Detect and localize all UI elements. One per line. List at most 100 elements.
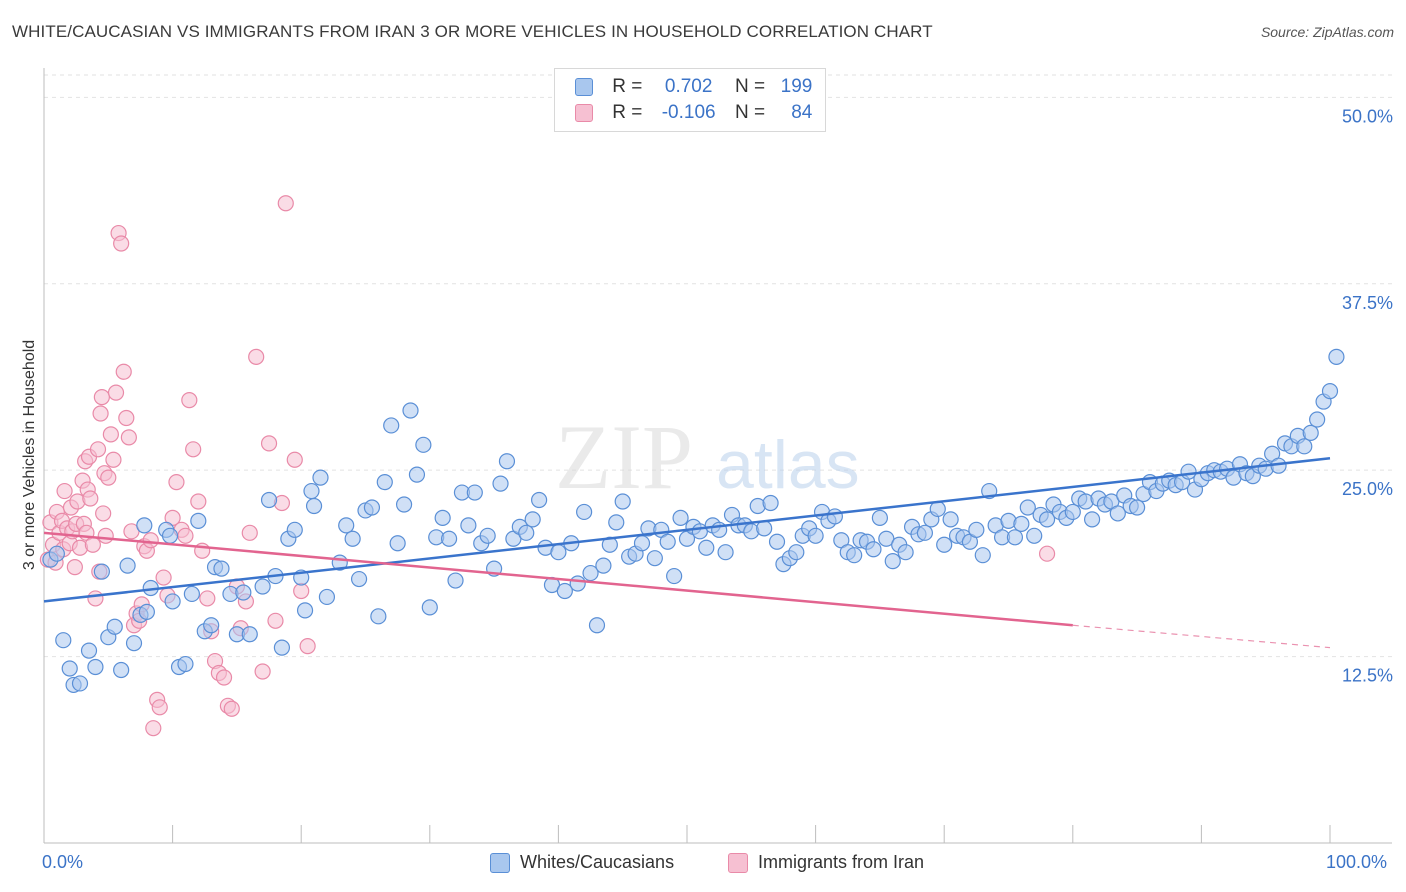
point-whites-caucasians (286, 521, 303, 538)
point-immigrants-from-iran (1038, 545, 1056, 562)
point-whites-caucasians (524, 511, 541, 528)
point-whites-caucasians (498, 453, 516, 470)
point-whites-caucasians (338, 517, 355, 534)
point-whites-caucasians (87, 658, 104, 676)
y-tick-label: 37.5% (1342, 293, 1393, 313)
axes (43, 68, 1392, 844)
point-immigrants-from-iran (190, 493, 207, 510)
point-whites-caucasians (376, 474, 393, 491)
point-whites-caucasians (1026, 527, 1043, 544)
point-immigrants-from-iran (66, 559, 83, 576)
point-whites-caucasians (756, 520, 773, 537)
point-immigrants-from-iran (102, 426, 119, 443)
point-whites-caucasians (1013, 515, 1030, 532)
point-whites-caucasians (897, 544, 914, 561)
point-whites-caucasians (569, 575, 586, 592)
point-immigrants-from-iran (168, 474, 185, 491)
point-whites-caucasians (119, 557, 136, 574)
point-whites-caucasians (576, 503, 593, 521)
point-whites-caucasians (556, 582, 573, 600)
point-whites-caucasians (318, 588, 336, 606)
point-whites-caucasians (1038, 511, 1056, 528)
point-whites-caucasians (588, 617, 606, 634)
point-whites-caucasians (370, 608, 387, 625)
series-immigrants-from-iran-points (39, 195, 1056, 737)
source-label: Source: ZipAtlas.com (1260, 24, 1394, 40)
x-tick-label-left: 0.0% (42, 852, 84, 872)
point-whites-caucasians (1328, 348, 1345, 365)
legend-r-label: R = (612, 102, 643, 123)
point-whites-caucasians (1321, 383, 1339, 400)
point-whites-caucasians (1309, 411, 1326, 428)
point-immigrants-from-iran (84, 536, 101, 553)
bottom-legend-whites: Whites/Caucasians (490, 852, 674, 874)
point-immigrants-from-iran (97, 527, 114, 544)
point-whites-caucasians (968, 521, 985, 538)
point-whites-caucasians (138, 603, 155, 620)
point-whites-caucasians (408, 466, 426, 483)
point-whites-caucasians (672, 509, 689, 527)
point-whites-caucasians (1064, 503, 1081, 521)
point-immigrants-from-iran (293, 582, 310, 600)
point-whites-caucasians (113, 661, 130, 679)
point-whites-caucasians (518, 524, 535, 541)
legend-swatch-blue (575, 77, 593, 96)
legend-n-label: N = (734, 102, 766, 123)
point-whites-caucasians (466, 484, 483, 501)
legend-swatch-pink (575, 103, 593, 122)
point-whites-caucasians (1109, 505, 1126, 522)
y-tick-label: 50.0% (1342, 106, 1393, 126)
point-immigrants-from-iran (241, 524, 258, 541)
point-immigrants-from-iran (199, 590, 216, 607)
legend-r-label: R = (612, 76, 643, 97)
x-tick-label-right: 100.0% (1326, 852, 1388, 872)
point-whites-caucasians (916, 524, 934, 541)
watermark: ZIP atlas (555, 406, 860, 508)
point-whites-caucasians (80, 642, 98, 659)
point-whites-caucasians (344, 530, 361, 547)
point-immigrants-from-iran (177, 527, 194, 544)
point-immigrants-from-iran (286, 451, 303, 468)
point-whites-caucasians (936, 536, 953, 553)
point-whites-caucasians (646, 550, 663, 567)
point-whites-caucasians (235, 584, 252, 601)
point-whites-caucasians (415, 436, 432, 453)
legend-row-iran: R = -0.106 N = 84 (575, 102, 812, 128)
point-whites-caucasians (389, 535, 406, 552)
point-whites-caucasians (55, 632, 72, 649)
legend-r-value: -0.106 (661, 102, 716, 123)
point-immigrants-from-iran (100, 469, 117, 486)
point-whites-caucasians (846, 547, 863, 564)
point-immigrants-from-iran (107, 384, 125, 401)
point-immigrants-from-iran (87, 590, 104, 607)
point-whites-caucasians (1083, 511, 1101, 528)
point-whites-caucasians (865, 541, 882, 558)
chart-title: WHITE/CAUCASIAN VS IMMIGRANTS FROM IRAN … (12, 22, 933, 41)
trend-line-immigrants-from-iran (43, 531, 1073, 627)
point-whites-caucasians (1019, 499, 1036, 516)
point-immigrants-from-iran (113, 235, 130, 252)
point-whites-caucasians (383, 417, 400, 434)
point-immigrants-from-iran (95, 505, 112, 522)
point-whites-caucasians (788, 544, 805, 561)
legend-row-whites: R = 0.702 N = 199 (575, 76, 812, 102)
point-whites-caucasians (203, 617, 220, 634)
point-whites-caucasians (659, 533, 676, 550)
point-immigrants-from-iran (105, 451, 122, 468)
series-whites-caucasians-points (42, 348, 1345, 694)
point-immigrants-from-iran (118, 409, 135, 427)
point-whites-caucasians (241, 626, 258, 643)
point-whites-caucasians (595, 557, 612, 574)
correlation-legend: R = 0.702 N = 199 R = -0.106 N = 84 (554, 68, 826, 132)
y-axis-label: 3 or more Vehicles in Household (21, 339, 38, 571)
point-whites-caucasians (183, 585, 200, 603)
point-whites-caucasians (190, 512, 207, 529)
watermark-zip: ZIP (555, 406, 693, 508)
point-whites-caucasians (479, 527, 496, 544)
point-whites-caucasians (254, 578, 271, 595)
point-whites-caucasians (1006, 529, 1024, 546)
point-whites-caucasians (260, 491, 278, 509)
point-whites-caucasians (71, 675, 89, 692)
point-whites-caucasians (440, 530, 458, 547)
bottom-legend-label: Immigrants from Iran (758, 852, 925, 872)
